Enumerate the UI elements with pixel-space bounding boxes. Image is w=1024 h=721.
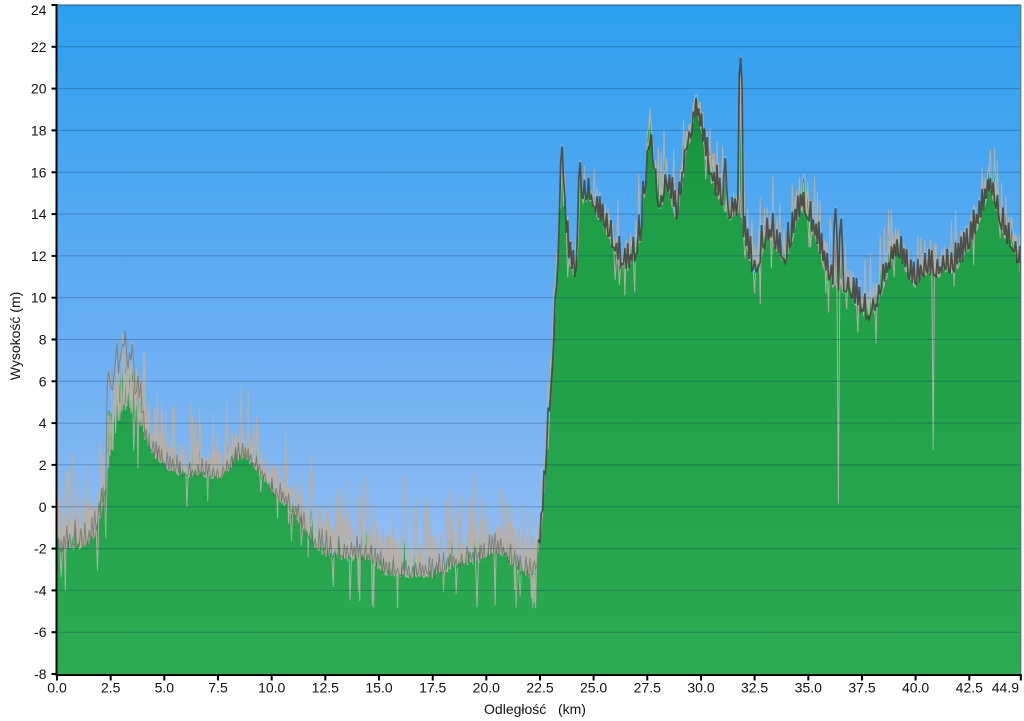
svg-text:27.5: 27.5 <box>634 680 661 696</box>
svg-text:20: 20 <box>31 81 47 97</box>
svg-text:-4: -4 <box>34 582 47 598</box>
svg-text:Odległość (km): Odległość (km) <box>484 701 586 717</box>
svg-text:22: 22 <box>31 39 47 55</box>
svg-text:18: 18 <box>31 122 47 138</box>
svg-text:20.0: 20.0 <box>473 680 500 696</box>
svg-text:2.5: 2.5 <box>101 680 121 696</box>
svg-text:35.0: 35.0 <box>795 680 822 696</box>
svg-text:2: 2 <box>39 457 47 473</box>
svg-text:12: 12 <box>31 248 47 264</box>
svg-text:40.0: 40.0 <box>902 680 929 696</box>
svg-text:-2: -2 <box>34 541 47 557</box>
svg-text:32.5: 32.5 <box>741 680 768 696</box>
svg-text:14: 14 <box>31 206 47 222</box>
svg-text:30.0: 30.0 <box>687 680 714 696</box>
svg-text:-8: -8 <box>34 666 47 682</box>
svg-text:16: 16 <box>31 164 47 180</box>
svg-text:22.5: 22.5 <box>526 680 553 696</box>
svg-text:7.5: 7.5 <box>208 680 228 696</box>
svg-text:0: 0 <box>39 499 47 515</box>
svg-text:17.5: 17.5 <box>419 680 446 696</box>
svg-text:44.9: 44.9 <box>992 680 1019 696</box>
svg-text:0.0: 0.0 <box>47 680 67 696</box>
svg-text:6: 6 <box>39 373 47 389</box>
svg-text:5.0: 5.0 <box>155 680 175 696</box>
svg-text:-6: -6 <box>34 624 47 640</box>
svg-text:10.0: 10.0 <box>258 680 285 696</box>
svg-text:10: 10 <box>31 290 47 306</box>
svg-text:25.0: 25.0 <box>580 680 607 696</box>
svg-text:42.5: 42.5 <box>956 680 983 696</box>
svg-text:4: 4 <box>39 415 47 431</box>
svg-text:15.0: 15.0 <box>365 680 392 696</box>
svg-text:24: 24 <box>31 2 47 18</box>
svg-text:37.5: 37.5 <box>848 680 875 696</box>
svg-text:Wysokość (m): Wysokość (m) <box>7 292 23 381</box>
svg-text:8: 8 <box>39 332 47 348</box>
svg-text:12.5: 12.5 <box>312 680 339 696</box>
